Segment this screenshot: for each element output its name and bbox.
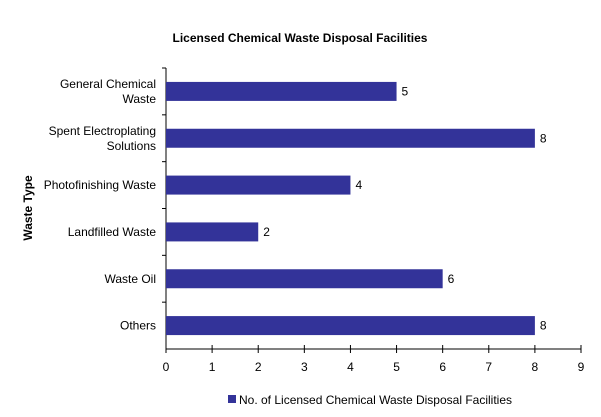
y-tick-label: Waste Oil xyxy=(104,272,156,286)
x-tick-label: 5 xyxy=(393,360,400,374)
y-tick-label: Landfilled Waste xyxy=(68,225,157,239)
bar xyxy=(166,128,535,148)
bar xyxy=(166,222,259,242)
x-tick-label: 0 xyxy=(163,360,170,374)
data-label: 2 xyxy=(263,225,270,239)
x-tick-label: 2 xyxy=(255,360,262,374)
data-label: 8 xyxy=(540,319,547,333)
data-label: 8 xyxy=(540,131,547,145)
y-tick-label: Photofinishing Waste xyxy=(44,178,157,192)
x-tick-label: 1 xyxy=(209,360,216,374)
data-label: 4 xyxy=(355,178,362,192)
bar xyxy=(166,269,443,289)
bar xyxy=(166,175,351,195)
chart-title: Licensed Chemical Waste Disposal Facilit… xyxy=(173,31,428,45)
bar xyxy=(166,81,397,101)
data-label: 5 xyxy=(402,84,409,98)
y-tick-label: General Chemical Waste xyxy=(60,77,156,106)
x-tick-label: 3 xyxy=(301,360,308,374)
legend-swatch xyxy=(228,395,236,403)
bar xyxy=(166,316,535,336)
legend-label: No. of Licensed Chemical Waste Disposal … xyxy=(239,393,512,407)
y-tick-label: Others xyxy=(120,319,156,333)
y-axis-label: Waste Type xyxy=(21,175,35,241)
data-label: 6 xyxy=(448,272,455,286)
x-tick-label: 9 xyxy=(578,360,585,374)
x-tick-label: 7 xyxy=(485,360,492,374)
x-tick-label: 6 xyxy=(439,360,446,374)
x-tick-label: 8 xyxy=(532,360,539,374)
y-tick-label: Spent Electroplating Solutions xyxy=(49,124,156,153)
x-tick-label: 4 xyxy=(347,360,354,374)
